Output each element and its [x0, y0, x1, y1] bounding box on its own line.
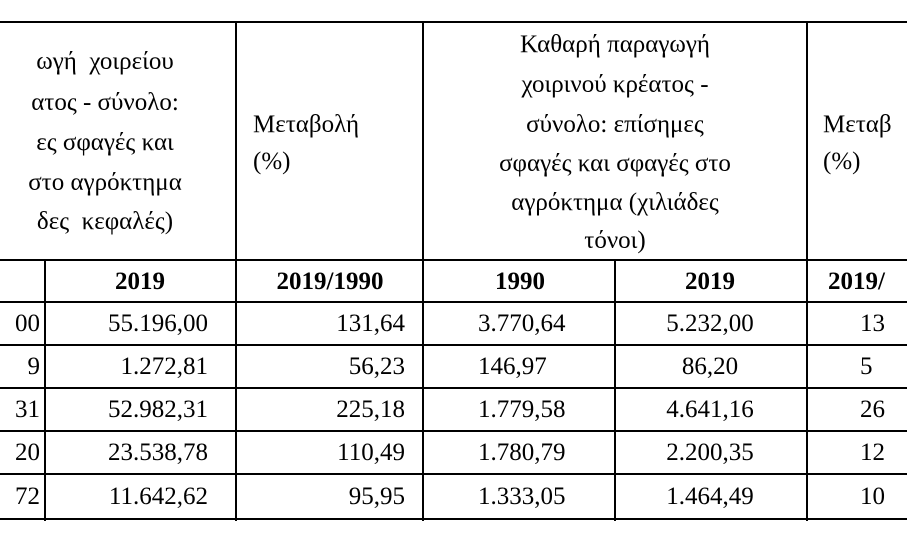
- table-border: [806, 21, 808, 521]
- header-text: αγρόκτημα (χιλιάδες: [511, 189, 719, 216]
- cell-value: 3.770,64: [478, 310, 566, 337]
- cell-value: 00: [15, 310, 40, 337]
- cell-value: 1.464,49: [666, 483, 754, 510]
- cell-value: 146,97: [478, 353, 547, 380]
- table-border: [422, 21, 424, 521]
- cell-value: 95,95: [348, 483, 405, 510]
- header-text: ωγή χοιρείου: [36, 48, 174, 75]
- cell-value: 9: [27, 353, 41, 380]
- header-text: ες σφαγές και: [36, 129, 174, 156]
- header-text: (%): [823, 148, 861, 175]
- header-text: Καθαρή παραγωγή: [519, 31, 710, 58]
- table-border: [0, 21, 907, 23]
- cell-value: 110,49: [337, 439, 405, 466]
- cell-value: 5: [860, 353, 873, 380]
- table-border: [0, 518, 907, 520]
- table-border: [0, 430, 907, 432]
- cell-value: 52.982,31: [108, 396, 208, 423]
- table-border: [44, 259, 46, 521]
- cell-value: 11.642,62: [108, 483, 208, 510]
- cell-value: 13: [860, 310, 885, 337]
- cell-value: 1.333,05: [478, 483, 566, 510]
- cell-value: 2.200,35: [666, 439, 754, 466]
- table-border: [0, 344, 907, 346]
- header-text: χοιρινού κρέατος -: [521, 71, 709, 98]
- cell-value: 4.641,16: [666, 396, 754, 423]
- cell-value: 225,18: [336, 396, 405, 423]
- column-year: 2019/1990: [276, 268, 384, 295]
- header-text: ατος - σύνολο:: [31, 89, 179, 116]
- header-text: δες κεφαλές): [36, 208, 174, 235]
- cell-value: 10: [860, 483, 885, 510]
- header-text: Μεταβ: [823, 111, 892, 138]
- header-text: στο αγρόκτημα: [28, 169, 182, 196]
- cell-value: 31: [15, 396, 40, 423]
- column-year: 2019: [115, 268, 165, 295]
- table-border: [235, 21, 237, 521]
- column-year: 2019/: [828, 268, 885, 295]
- table-border: [0, 259, 907, 261]
- cell-value: 1.780,79: [478, 439, 566, 466]
- table-border: [614, 259, 616, 521]
- cell-value: 72: [15, 483, 40, 510]
- header-text: σφαγές και σφαγές στο: [499, 150, 731, 177]
- column-year: 1990: [495, 268, 545, 295]
- cell-value: 56,23: [348, 353, 405, 380]
- header-text: Μεταβολή: [253, 111, 360, 138]
- cell-value: 1.272,81: [120, 353, 209, 380]
- cell-value: 131,64: [336, 310, 405, 337]
- table-border: [0, 301, 907, 303]
- cell-value: 1.779,58: [478, 396, 566, 423]
- cell-value: 12: [860, 439, 885, 466]
- header-text: (%): [253, 148, 291, 175]
- cell-value: 23.538,78: [108, 439, 208, 466]
- table-border: [0, 473, 907, 475]
- header-text: σύνολο: επίσημες: [526, 111, 704, 138]
- header-text: τόνοι): [584, 227, 646, 254]
- cell-value: 20: [15, 439, 40, 466]
- cell-value: 5.232,00: [666, 310, 754, 337]
- table-border: [0, 387, 907, 389]
- cell-value: 26: [860, 396, 885, 423]
- column-year: 2019: [685, 268, 735, 295]
- cell-value: 55.196,00: [108, 310, 208, 337]
- cell-value: 86,20: [681, 353, 739, 380]
